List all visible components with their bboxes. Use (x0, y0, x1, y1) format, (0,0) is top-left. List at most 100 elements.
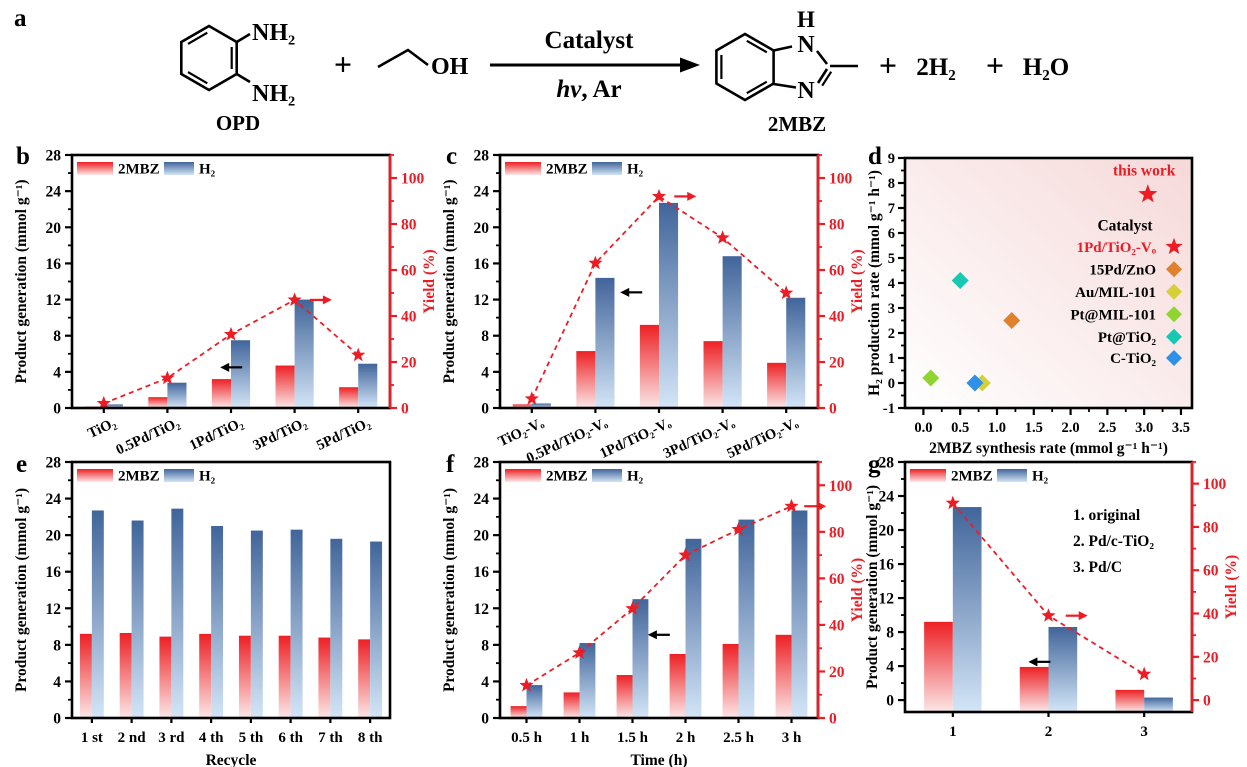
conditions-label: hv, Ar (556, 76, 621, 103)
bar-2mbz (1115, 689, 1145, 712)
yield-line (945, 495, 1152, 681)
x-category-label: 2 h (676, 730, 696, 746)
left-axis-arrow (220, 362, 243, 372)
yield-star (678, 547, 693, 562)
y2-tick-label: 0 (1203, 693, 1211, 710)
yield-star (524, 391, 539, 405)
legend: 2MBZ H₂ (910, 469, 1049, 485)
yield-star (572, 645, 587, 659)
legend: 2MBZ H₂ (505, 162, 644, 178)
y-tick-label: 28 (474, 148, 490, 165)
bar-2mbz (211, 379, 231, 408)
legend-swatch-2mbz (77, 162, 113, 175)
yield-star (223, 326, 239, 341)
legend-diamond (1166, 350, 1182, 366)
y-tick-label: 20 (879, 523, 895, 540)
yield-star (715, 230, 730, 244)
bar-h2 (685, 538, 702, 718)
bar-h2 (358, 363, 378, 408)
x-tick-label: 3.5 (1172, 420, 1190, 436)
x-category-label: 1Pd/TiO₂ (187, 415, 246, 454)
legend-swatch-2mbz (505, 162, 541, 175)
bars (79, 508, 383, 718)
y-tick-label: 3 (888, 301, 895, 317)
reaction-arrow (490, 57, 700, 73)
right-axis-arrow (674, 191, 697, 201)
bar-2mbz (1019, 666, 1049, 712)
y-tick-label: 12 (46, 292, 62, 309)
legend-diamond (1166, 283, 1182, 300)
legend: 2MBZ H₂ (77, 162, 216, 178)
yield-star (1041, 608, 1056, 622)
bars (510, 510, 808, 718)
opd-nh2-bonds (236, 32, 251, 84)
bar-h2 (294, 299, 314, 408)
yield-line (96, 292, 366, 410)
y2-tick-label: 80 (829, 524, 845, 541)
y-tick-label: 4 (481, 364, 489, 381)
data-points (922, 184, 1158, 392)
y-axis-title: Product generation (mmol g⁻¹) (441, 488, 458, 692)
reaction-scheme: NH₂ NH₂ OPD + OH Catalyst hv, Ar H N N 2… (180, 7, 1069, 136)
point-diamond (922, 369, 940, 387)
x-axis-title: Time (h) (631, 752, 688, 767)
y-tick-label: 5 (888, 251, 895, 267)
bar-2mbz (339, 387, 359, 408)
bar-h2 (738, 519, 755, 718)
panel-letter-e: e (16, 451, 28, 478)
legend-label-2mbz: 2MBZ (118, 162, 160, 178)
y-tick-label: 28 (879, 455, 895, 472)
legend-diamond (1166, 261, 1182, 278)
y-tick-label: 28 (474, 455, 490, 472)
opd-label: OPD (216, 111, 260, 135)
plus-sign-2: + (879, 47, 897, 83)
x-category-label: 5 th (239, 730, 264, 746)
bar-h2 (330, 538, 343, 718)
y-tick-label: 0 (481, 711, 489, 728)
y-tick-label: 6 (888, 226, 895, 242)
bar-h2 (722, 256, 742, 408)
x-tick-label: 0.5 (951, 420, 969, 436)
x-category-label: 7 th (318, 730, 343, 746)
x-category-label: 4 th (199, 730, 224, 746)
y2-tick-label: 100 (829, 171, 853, 188)
y-tick-label: 20 (46, 528, 62, 545)
x-category-label: 1 st (81, 730, 103, 746)
yield-star (625, 601, 640, 615)
bar-h2 (250, 530, 263, 718)
panel-letter-d: d (868, 143, 882, 170)
yield-star (651, 188, 667, 203)
bar-2mbz (119, 632, 132, 718)
y-tick-label: 20 (474, 528, 490, 545)
bar-2mbz (639, 324, 659, 408)
x-category-label: 8 th (358, 730, 383, 746)
inset-line: 1. original (1073, 507, 1141, 524)
mbz-imidazole-bonds (773, 45, 829, 89)
legend-swatch-h2 (592, 162, 622, 175)
y-tick-label: 4 (53, 364, 61, 381)
y-tick-label: 4 (481, 674, 489, 691)
bar-2mbz (703, 341, 723, 408)
y-tick-label: 8 (888, 176, 895, 192)
chart-svg-e: 0 4 8 12 16 20 24 28 1 st 2 nd 3 rd 4 th 5 th 6 th 7 t… (13, 455, 392, 767)
legend-swatch-h2 (164, 469, 194, 482)
chart-svg-d: this work Catalyst 1Pd/TiO₂-Vₒ 15Pd/ZnO Au/M… (866, 151, 1194, 457)
inset-legend: 1. original 2. Pd/c-TiO₂ 3. Pd/C (1073, 507, 1154, 576)
nh2-bottom-label: NH₂ (252, 81, 295, 107)
left-axis-arrow (647, 630, 670, 640)
y-tick-label: 2 (888, 326, 895, 342)
y-tick-label: 12 (879, 591, 895, 608)
point-star (1138, 184, 1158, 203)
bar-2mbz (722, 643, 739, 718)
y2-tick-label: 40 (829, 309, 845, 326)
legend-diamond (1166, 328, 1182, 345)
bar-h2 (786, 297, 806, 408)
yield-star (588, 255, 603, 270)
x-category-label: 3 (1140, 724, 1148, 740)
y-tick-label: 0 (886, 693, 894, 710)
opd-structure (180, 24, 251, 92)
legend-entry-label: Pt@MIL-101 (1070, 307, 1156, 323)
y2-axis-title: Yield (%) (849, 558, 866, 622)
x-category-label: 3 h (782, 730, 802, 746)
y2-axis-title: Yield (%) (849, 249, 866, 313)
